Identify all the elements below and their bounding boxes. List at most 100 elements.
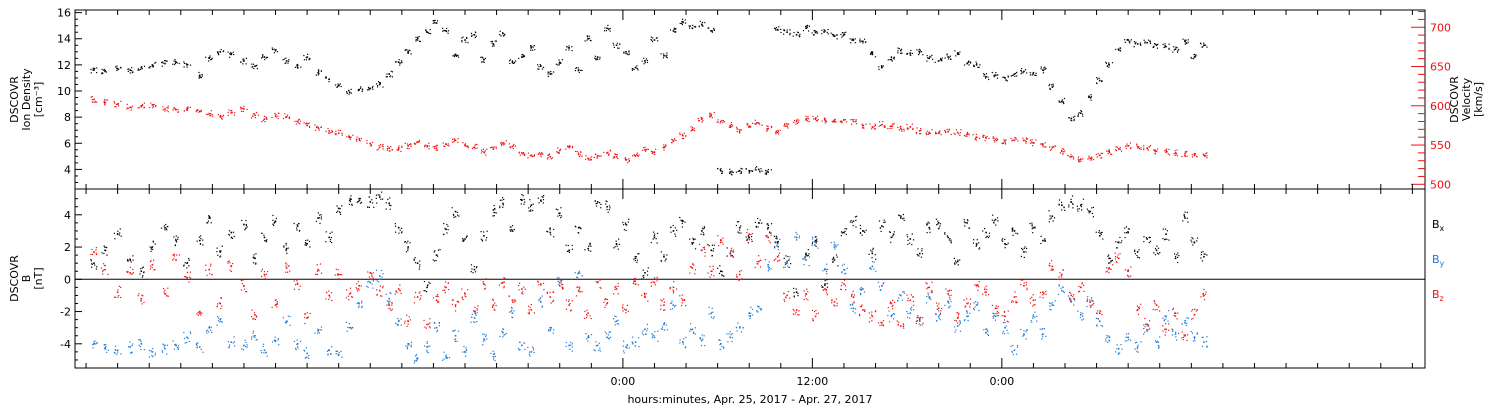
bx-point [385,208,387,210]
by-point [437,329,439,331]
by-point [623,340,625,342]
density-point [1061,99,1063,101]
bx-point [209,217,211,219]
velocity-point [784,123,786,125]
bz-point [605,304,607,306]
density-point [821,33,823,35]
density-point [815,32,817,34]
density-point [328,78,330,80]
density-point [209,55,211,57]
density-point [613,44,615,46]
by-point [114,352,116,354]
bx-point [978,248,980,250]
bx-point [502,202,504,205]
velocity-point [1098,155,1100,157]
velocity-point [141,103,144,106]
velocity-point [767,127,769,130]
by-point [796,239,798,241]
velocity-point [437,149,439,151]
density-point [509,62,511,65]
velocity-point [521,152,523,154]
by-point [750,312,752,314]
by-point [1164,315,1167,317]
velocity-point [390,146,392,148]
by-point [948,306,950,308]
by-point [454,334,457,337]
by-point [657,330,659,332]
velocity-point [370,145,372,147]
by-point [163,344,165,346]
by-point [985,328,987,330]
bx-point [483,234,485,237]
bz-point [882,324,884,326]
by-point [587,340,589,342]
density-point [850,42,852,44]
velocity-point [783,124,786,126]
velocity-point [728,126,730,128]
bx-point [1048,221,1050,223]
by-point [1193,336,1196,338]
velocity-point [1143,145,1145,147]
bz-point [922,317,924,319]
bx-point [1166,238,1168,240]
by-point [274,339,276,341]
by-point [691,328,694,331]
bx-point [875,258,877,260]
bx-point [851,221,853,224]
bx-point [285,242,287,244]
bx-point [549,227,552,229]
bz-point [428,325,430,328]
by-point [177,348,179,351]
by-point [519,349,521,351]
density-point [937,60,939,62]
bz-point [513,301,515,303]
bz-point [391,302,393,304]
bx-point [472,272,474,274]
bx-point [900,215,902,217]
bx-point [423,290,425,292]
bz-point [840,285,842,287]
density-point [674,30,676,33]
by-point [757,305,759,307]
bz-point [90,253,92,256]
by-point [445,354,447,356]
bx-point [359,199,361,202]
by-point [558,277,560,279]
bx-point [358,200,360,202]
bx-point [1154,247,1157,250]
density-point [426,31,428,34]
density-point [306,53,309,55]
by-point [938,317,940,319]
bx-point [119,228,121,230]
density-point [759,171,761,173]
velocity-point [690,130,692,132]
bz-point [263,270,266,273]
velocity-point [106,99,109,101]
bx-point [493,204,495,207]
bx-point [681,220,683,222]
by-point [909,312,912,314]
bx-point [708,245,710,247]
bx-point [1061,204,1063,206]
velocity-point [282,117,285,120]
by-point [599,347,601,349]
velocity-point [504,143,506,145]
density-point [404,49,406,52]
bx-point [711,244,714,246]
bz-point [251,309,253,311]
bx-point [718,272,721,275]
bx-point [318,217,320,219]
density-point [859,38,861,40]
density-point [209,56,211,58]
bz-point [757,263,759,265]
velocity-point [653,151,655,154]
density-point [1035,72,1037,74]
bx-point [777,240,779,243]
velocity-point [982,136,984,138]
bz-point [653,277,656,279]
bx-point [246,226,248,228]
bx-point [928,222,930,224]
by-point [228,344,231,346]
bx-point [979,247,981,249]
bz-point [298,288,300,291]
